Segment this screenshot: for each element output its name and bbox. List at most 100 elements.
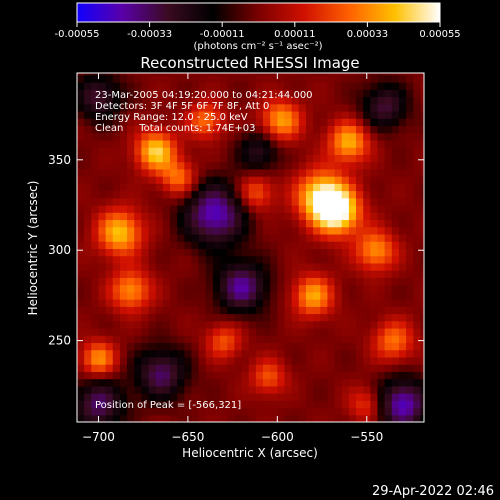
heatmap-cell <box>205 190 214 199</box>
heatmap-cell <box>341 139 350 148</box>
heatmap-cell <box>198 306 207 315</box>
heatmap-cell <box>291 342 300 351</box>
heatmap-cell <box>119 139 128 148</box>
heatmap-cell <box>212 371 221 380</box>
heatmap-cell <box>377 414 386 422</box>
heatmap-cell <box>205 284 214 293</box>
heatmap-cell <box>255 291 264 300</box>
heatmap-cell <box>227 82 235 90</box>
heatmap-cell <box>205 73 214 76</box>
heatmap-cell <box>320 277 329 286</box>
heatmap-cell <box>84 284 92 293</box>
heatmap-cell <box>327 168 336 177</box>
heatmap-cell <box>184 248 193 257</box>
heatmap-cell <box>205 327 214 336</box>
heatmap-cell <box>184 241 193 249</box>
heatmap-cell <box>313 291 321 300</box>
heatmap-cell <box>320 233 329 242</box>
heatmap-cell <box>298 118 307 127</box>
heatmap-cell <box>170 349 178 358</box>
heatmap-cell <box>255 320 264 329</box>
heatmap-cell <box>205 219 214 228</box>
heatmap-cell <box>363 400 371 409</box>
heatmap-cell <box>363 342 371 351</box>
heatmap-cell <box>313 327 321 336</box>
heatmap-cell <box>334 183 343 192</box>
heatmap-cell <box>141 378 150 387</box>
heatmap-cell <box>77 183 85 192</box>
heatmap-cell <box>241 125 250 134</box>
heatmap-cell <box>255 139 264 148</box>
heatmap-cell <box>305 320 314 329</box>
heatmap-cell <box>356 197 364 206</box>
heatmap-cell <box>384 125 393 134</box>
heatmap-cell <box>177 385 185 394</box>
heatmap-cell <box>327 400 336 409</box>
heatmap-cell <box>205 364 214 372</box>
heatmap-cell <box>177 291 185 300</box>
heatmap-cell <box>420 356 424 365</box>
heatmap-cell <box>148 96 157 105</box>
heatmap-cell <box>298 74 307 83</box>
heatmap-cell <box>119 74 128 83</box>
heatmap-cell <box>241 168 250 177</box>
chart-title: Reconstructed RHESSI Image <box>140 54 359 72</box>
annotation-energy-range: Energy Range: 12.0 - 25.0 keV <box>95 112 248 123</box>
heatmap-cell <box>112 349 121 358</box>
heatmap-cell <box>327 277 336 286</box>
heatmap-cell <box>212 96 221 105</box>
heatmap-cell <box>105 154 114 163</box>
heatmap-cell <box>320 103 329 112</box>
heatmap-cell <box>198 103 207 112</box>
heatmap-cell <box>341 125 350 134</box>
heatmap-cell <box>320 393 329 401</box>
heatmap-cell <box>220 73 228 76</box>
heatmap-cell <box>220 183 228 192</box>
heatmap-cell <box>305 306 314 315</box>
heatmap-cell <box>320 356 329 365</box>
heatmap-cell <box>391 262 400 271</box>
heatmap-cell <box>98 183 107 192</box>
heatmap-cell <box>184 110 193 119</box>
heatmap-cell <box>177 219 185 228</box>
heatmap-cell <box>277 147 286 155</box>
heatmap-cell <box>234 255 243 264</box>
heatmap-cell <box>119 176 128 184</box>
heatmap-cell <box>248 277 257 286</box>
heatmap-cell <box>234 73 243 76</box>
heatmap-cell <box>119 219 128 228</box>
annotation-peak-position: Position of Peak = [-566,321] <box>95 400 241 411</box>
heatmap-cell <box>177 241 185 249</box>
heatmap-cell <box>98 82 107 90</box>
heatmap-cell <box>341 385 350 394</box>
heatmap-cell <box>84 147 92 155</box>
heatmap-cell <box>384 291 393 300</box>
heatmap-cell <box>212 313 221 322</box>
heatmap-cell <box>141 125 150 134</box>
heatmap-cell <box>84 161 92 170</box>
heatmap-cell <box>320 139 329 148</box>
heatmap-cell <box>284 168 293 177</box>
heatmap-cell <box>413 241 422 249</box>
heatmap-cell <box>248 291 257 300</box>
heatmap-cell <box>255 327 264 336</box>
heatmap-cell <box>348 378 357 387</box>
heatmap-cell <box>356 139 364 148</box>
heatmap-cell <box>148 299 157 307</box>
heatmap-cell <box>162 414 171 422</box>
heatmap-cell <box>406 320 414 329</box>
heatmap-cell <box>155 284 164 293</box>
heatmap-cell <box>348 125 357 134</box>
heatmap-cell <box>327 205 336 213</box>
heatmap-cell <box>284 378 293 387</box>
heatmap-cell <box>248 139 257 148</box>
heatmap-cell <box>105 393 114 401</box>
heatmap-cell <box>305 161 314 170</box>
heatmap-cell <box>127 132 135 141</box>
heatmap-cell <box>112 73 121 76</box>
heatmap-cell <box>227 270 235 278</box>
heatmap-cell <box>177 371 185 380</box>
heatmap-cell <box>305 407 314 416</box>
heatmap-cell <box>198 356 207 365</box>
heatmap-cell <box>155 197 164 206</box>
